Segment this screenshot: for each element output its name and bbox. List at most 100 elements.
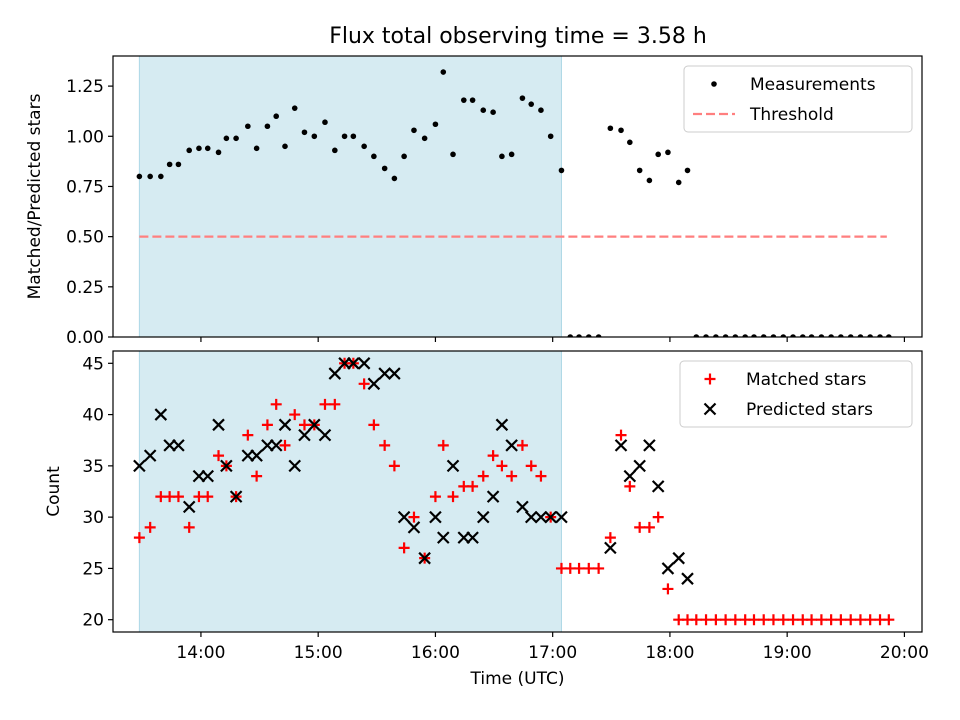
matched-star-point <box>573 562 585 574</box>
measurement-point <box>480 107 487 113</box>
matched-star-point <box>690 614 702 626</box>
measurement-point <box>646 177 653 184</box>
matched-star-point <box>447 491 459 503</box>
predicted-star-point <box>466 531 479 544</box>
matched-star-point <box>883 614 895 626</box>
predicted-star-point <box>476 510 490 524</box>
legend-box <box>679 360 913 428</box>
predicted-star-point <box>418 551 431 565</box>
measurement-point <box>341 133 348 140</box>
legend-label: Measurements <box>750 75 876 95</box>
measurement-point <box>618 127 624 134</box>
matched-star-point <box>787 614 799 626</box>
measurement-point <box>684 167 691 174</box>
legend: Measurements Threshold <box>683 65 913 133</box>
matched-star-point <box>652 511 664 523</box>
measurement-point <box>790 334 796 337</box>
matched-star-point <box>643 521 655 533</box>
measurement-point <box>264 123 271 130</box>
plot-area <box>133 357 895 626</box>
measurement-point <box>215 149 222 156</box>
measurement-point <box>722 334 729 337</box>
predicted-star-point <box>143 449 157 462</box>
measurement-point <box>576 334 582 337</box>
measurement-point <box>499 153 505 160</box>
measurement-point <box>760 334 767 337</box>
measurement-point <box>713 334 719 337</box>
predicted-star-point <box>378 367 391 380</box>
measurement-point <box>703 334 709 337</box>
matched-star-point <box>279 439 291 451</box>
matched-star-point <box>379 439 391 451</box>
measurement-point <box>655 151 661 158</box>
matched-star-point <box>496 460 508 472</box>
matched-star-point <box>388 460 400 472</box>
measurement-point <box>828 334 834 337</box>
predicted-star-point <box>604 541 617 555</box>
matched-star-point <box>583 562 595 574</box>
matched-star-point <box>506 470 518 482</box>
x-tick-label: 18:00 <box>645 643 694 663</box>
matched-star-point <box>242 429 254 441</box>
measurement-point <box>519 95 526 101</box>
predicted-star-point <box>651 480 665 493</box>
predicted-star-point <box>220 459 233 473</box>
measurement-point <box>799 334 806 337</box>
predicted-star-point <box>298 428 311 442</box>
y-tick-label: 1.00 <box>66 127 104 147</box>
matched-star-point <box>144 521 156 533</box>
measurement-point <box>401 153 407 160</box>
predicted-star-point <box>534 510 548 524</box>
measurement-point <box>450 151 456 158</box>
matched-star-point <box>368 419 380 431</box>
measurement-point <box>381 165 388 172</box>
matched-star-point <box>815 614 827 626</box>
predicted-star-point <box>407 521 421 534</box>
predicted-star-point <box>318 428 332 442</box>
matched-star-point <box>845 614 857 626</box>
predicted-star-point <box>388 367 401 380</box>
matched-star-point <box>487 450 499 462</box>
measurement-point <box>675 179 682 186</box>
legend-cross-icon <box>703 402 717 416</box>
measurement-point <box>186 147 193 154</box>
matched-star-point <box>615 429 627 441</box>
x-tick-label: 20:00 <box>880 643 929 663</box>
measurement-point <box>857 334 864 337</box>
legend-dot-icon <box>711 81 717 87</box>
matched-star-point <box>593 562 605 574</box>
measurement-point <box>322 119 328 126</box>
y-tick-label: 40 <box>82 406 104 426</box>
predicted-star-point <box>661 562 675 575</box>
x-tick-label: 14:00 <box>176 643 225 663</box>
legend-label: Matched stars <box>746 370 866 390</box>
predicted-star-point <box>288 459 302 473</box>
measurement-point <box>233 135 239 142</box>
predicted-star-point <box>212 418 225 432</box>
legend-box <box>683 65 913 133</box>
predicted-star-point <box>437 531 450 544</box>
x-tick-label: 17:00 <box>528 643 577 663</box>
y-axis-label: Matched/Predicted stars <box>25 93 45 299</box>
matched-star-point <box>408 511 420 523</box>
measurement-point <box>732 334 739 337</box>
measurement-point <box>301 129 308 136</box>
measurement-point <box>558 167 565 174</box>
matched-star-point <box>525 460 537 472</box>
y-tick-label: 35 <box>82 457 104 477</box>
measurement-point <box>204 145 211 152</box>
predicted-star-point <box>397 510 411 524</box>
predicted-star-point <box>524 510 538 524</box>
measurement-point <box>567 334 574 337</box>
matched-star-point <box>289 409 301 421</box>
measurement-point <box>158 173 164 180</box>
measurement-point <box>332 147 338 154</box>
measurement-point <box>780 334 787 337</box>
measurement-point <box>490 109 496 115</box>
predicted-star-point <box>555 510 568 524</box>
predicted-star-point <box>614 439 628 452</box>
predicted-star-point <box>633 459 646 473</box>
measurement-point <box>877 334 883 337</box>
measurement-point <box>818 334 825 337</box>
